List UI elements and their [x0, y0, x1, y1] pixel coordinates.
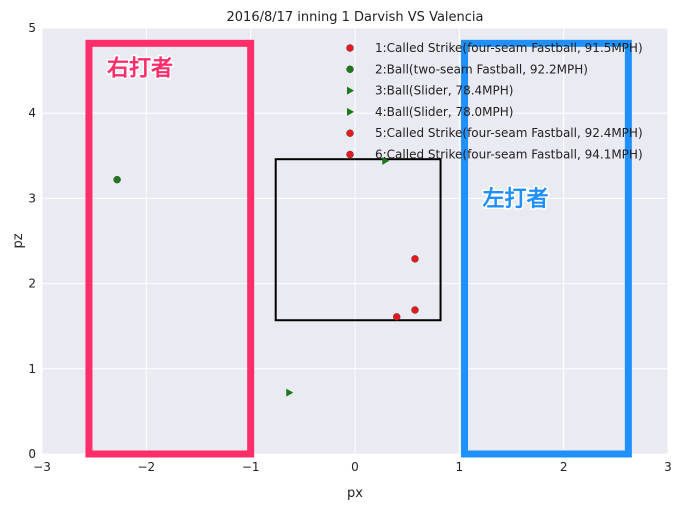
pitch-point [393, 313, 401, 321]
pitch-point [113, 175, 121, 184]
pitch-point [346, 44, 354, 52]
x-tick-label: −2 [137, 460, 155, 474]
y-tick-label: 4 [28, 106, 36, 120]
region-label: 右打者 [107, 56, 173, 81]
x-tick-label: −3 [33, 460, 51, 474]
y-tick-label: 1 [28, 362, 36, 376]
legend-entry: 4:Ball(Slider, 78.0MPH) [375, 105, 513, 119]
x-tick-label: −1 [242, 460, 260, 474]
y-tick-label: 2 [28, 277, 36, 291]
y-axis-label: pz [11, 233, 26, 248]
strike-zone [274, 158, 442, 322]
pitch-point [346, 150, 354, 159]
batter-region [461, 39, 632, 458]
chart-title: 2016/8/17 inning 1 Darvish VS Valencia [227, 10, 484, 25]
pitch-point [286, 388, 294, 397]
region-label: 左打者 [483, 186, 549, 212]
batter-region [85, 39, 255, 458]
x-tick-label: 0 [351, 460, 359, 474]
x-tick-label: 2 [560, 460, 568, 474]
y-tick-label: 5 [28, 21, 36, 35]
x-tick-label: 3 [664, 460, 672, 474]
x-axis-label: px [347, 486, 363, 501]
y-tick-label: 0 [28, 447, 36, 461]
pitch-point [347, 86, 354, 95]
x-tick-label: 1 [456, 460, 464, 474]
legend-entry: 6:Called Strike(four-seam Fastball, 94.1… [375, 148, 643, 162]
y-tick-label: 3 [28, 191, 36, 205]
pitch-point [411, 306, 419, 314]
pitch-point [382, 156, 390, 165]
legend-entry: 1:Called Strike(four-seam Fastball, 91.5… [375, 41, 643, 55]
pitch-point [346, 129, 354, 137]
legend-entry: 3:Ball(Slider, 78.4MPH) [375, 84, 513, 98]
pitch-point [346, 65, 354, 74]
legend-entry: 2:Ball(two-seam Fastball, 92.2MPH) [375, 62, 588, 76]
legend-entry: 5:Called Strike(four-seam Fastball, 92.4… [375, 126, 643, 140]
pitch-point [411, 255, 419, 263]
pitch-point [347, 107, 354, 116]
